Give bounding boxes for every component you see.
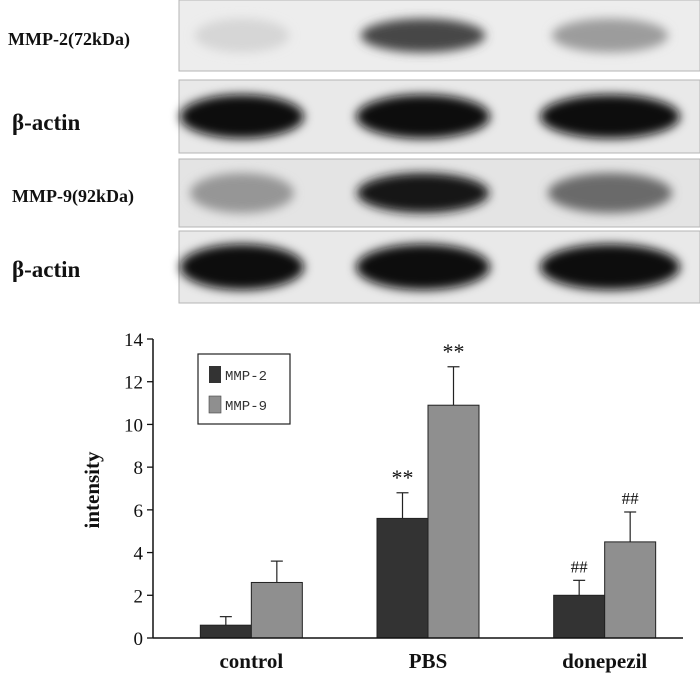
blot-band: [551, 18, 669, 53]
blot-band: [540, 94, 680, 139]
legend: MMP-2 MMP-9: [197, 353, 291, 425]
x-tick-label: PBS: [409, 649, 448, 673]
significance-marker: **: [443, 339, 465, 364]
error-bars: [219, 366, 637, 626]
blot-band: [547, 173, 673, 213]
x-axis: control PBS donepezil: [153, 637, 683, 673]
blot-band: [190, 173, 294, 213]
y-tick-label: 4: [134, 544, 144, 565]
bars: [199, 404, 657, 639]
y-tick-label: 0: [134, 629, 144, 650]
blot-label-mmp2: MMP-2(72kDa): [8, 29, 130, 50]
y-tick-label: 2: [134, 586, 144, 607]
y-tick-label: 12: [124, 373, 143, 394]
western-blot: MMP-2(72kDa) β-actin MMP-9(92kDa) β-acti…: [8, 0, 700, 304]
bar-chart: intensity 0 2 4 6 8 10 12 14 ** ** ## ## control PB…: [80, 330, 683, 673]
y-axis-label: intensity: [80, 451, 104, 529]
y-tick-label: 8: [134, 458, 144, 479]
significance-annotations: ** ** ## ##: [392, 339, 640, 577]
legend-swatch-mmp2: [209, 366, 221, 383]
blot-band: [356, 244, 490, 290]
blot-bands-actin-1: [180, 94, 680, 139]
blot-band: [360, 18, 486, 53]
blot-label-actin-1: β-actin: [12, 110, 81, 135]
blot-band: [356, 173, 490, 213]
blot-label-mmp9: MMP-9(92kDa): [12, 186, 134, 207]
blot-band: [180, 244, 304, 290]
significance-marker: **: [392, 465, 414, 490]
blot-band: [194, 18, 290, 53]
bar-mmp-9-control: [250, 581, 303, 639]
bar-mmp-9-PBS: [427, 404, 480, 639]
blot-band: [356, 94, 490, 139]
bar-mmp-2-control: [199, 624, 252, 639]
legend-swatch-mmp9: [208, 395, 222, 414]
blot-band: [540, 244, 680, 290]
blot-bands-actin-2: [180, 244, 680, 290]
legend-label-mmp2: MMP-2: [225, 369, 267, 385]
blot-band: [180, 94, 304, 139]
bar-mmp-2-PBS: [376, 517, 429, 639]
bar-mmp-2-donepezil: [553, 594, 606, 639]
blot-label-actin-2: β-actin: [12, 257, 81, 282]
bar-mmp-9-donepezil: [604, 541, 657, 639]
x-tick-label: donepezil: [562, 649, 647, 673]
blot-bands-mmp2: [194, 18, 669, 53]
x-tick-label: control: [219, 649, 283, 673]
y-axis: 0 2 4 6 8 10 12 14: [124, 330, 154, 650]
blot-bands-mmp9: [190, 173, 673, 213]
y-tick-label: 6: [134, 501, 144, 522]
legend-label-mmp9: MMP-9: [225, 399, 267, 415]
significance-marker: ##: [622, 489, 640, 508]
y-tick-label: 14: [124, 330, 144, 351]
significance-marker: ##: [571, 557, 589, 576]
y-tick-label: 10: [124, 415, 143, 436]
